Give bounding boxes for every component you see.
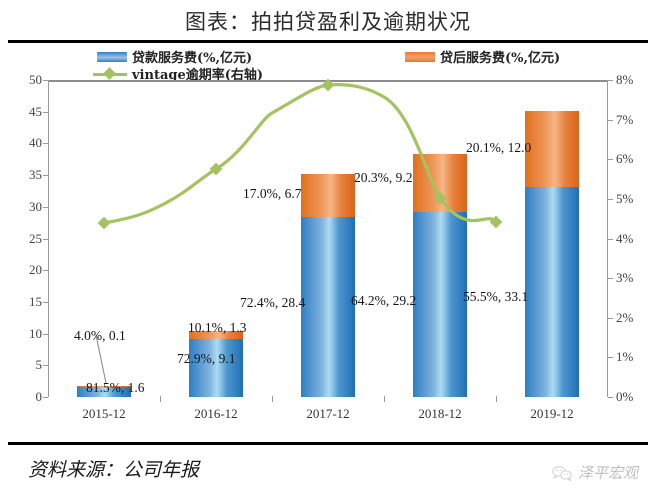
x-tick-label-2017-12: 2017-12 <box>306 406 350 421</box>
y-tick-label-left-20: 20 <box>29 262 42 278</box>
bar-segment-loan-service-fee[interactable] <box>525 187 579 397</box>
bar-segment-post-loan-service-fee[interactable] <box>189 331 243 340</box>
footer-divider <box>8 442 648 445</box>
chart-legend: 贷款服务费(%,亿元) 贷后服务费(%,亿元) vintage逾期率(右轴) <box>0 46 656 83</box>
bar-segment-post-loan-service-fee[interactable] <box>525 111 579 188</box>
data-label-2015-orange: 4.0%, 0.1 <box>74 328 126 343</box>
title-divider-top <box>8 40 648 43</box>
data-label-2018-orange: 20.3%, 9.2 <box>354 170 413 185</box>
y-tick-label-left-45: 45 <box>29 103 42 119</box>
y-tick-label-right-6: 6% <box>616 151 634 167</box>
data-label-leader-line <box>95 334 107 384</box>
bar-segment-loan-service-fee[interactable] <box>77 386 131 397</box>
bar-segment-loan-service-fee[interactable] <box>189 339 243 397</box>
y-tick-label-right-3: 3% <box>616 270 634 286</box>
legend-item-loan-service-fee: 贷款服务费(%,亿元) <box>97 47 252 66</box>
bar-segment-post-loan-service-fee[interactable] <box>301 174 355 217</box>
y-tick-label-left-30: 30 <box>29 198 42 214</box>
data-label-2017-orange: 17.0%, 6.7 <box>243 186 302 201</box>
data-label-2015-blue: 81.5%, 1.6 <box>86 380 145 395</box>
bar-column-2017-12[interactable] <box>301 80 355 397</box>
data-label-2016-blue: 72.9%, 9.1 <box>177 351 236 366</box>
line-series-vintage-overdue-rate <box>97 78 503 230</box>
y-tick-label-left-0: 0 <box>35 389 43 404</box>
x-tick-label-2016-12: 2016-12 <box>194 406 238 421</box>
source-note: 资料来源：公司年报 <box>28 459 200 481</box>
wechat-icon <box>552 465 572 481</box>
y-tick-label-left-15: 15 <box>29 293 42 309</box>
legend-item-post-loan-service-fee: 贷后服务费(%,亿元) <box>405 47 560 66</box>
plot-area: 50 45 40 35 30 25 20 15 10 5 0 8% <box>29 72 633 421</box>
legend-label-post-loan-service-fee: 贷后服务费(%,亿元) <box>440 51 561 66</box>
bar-segment-loan-service-fee[interactable] <box>301 216 355 397</box>
x-tick-label-2015-12: 2015-12 <box>82 406 126 421</box>
y-tick-label-right-4: 4% <box>616 230 634 246</box>
bar-column-2015-12[interactable] <box>77 80 131 397</box>
y-tick-label-left-5: 5 <box>35 357 43 373</box>
x-tick-label-2018-12: 2018-12 <box>418 406 462 421</box>
legend-swatch-orange-icon <box>405 51 435 62</box>
watermark-text: 泽平宏观 <box>577 464 638 482</box>
y-tick-label-left-40: 40 <box>29 135 42 151</box>
x-tick-label-2019-12: 2019-12 <box>530 406 574 421</box>
y-tick-label-right-7: 7% <box>616 111 634 127</box>
page-title: 图表：拍拍贷盈利及逾期状况 <box>185 10 471 34</box>
watermark: 泽平宏观 <box>551 462 638 483</box>
y-tick-label-right-0: 0% <box>616 389 634 404</box>
chart-title-area: 图表：拍拍贷盈利及逾期状况 <box>0 0 656 42</box>
y-tick-label-left-50: 50 <box>29 72 42 87</box>
data-label-2018-blue: 64.2%, 29.2 <box>351 293 417 308</box>
bar-column-2016-12[interactable] <box>189 80 243 397</box>
data-label-2016-orange: 10.1%, 1.3 <box>188 320 247 335</box>
line-series-markers <box>97 78 503 230</box>
bar-segment-post-loan-service-fee[interactable] <box>77 386 131 387</box>
y-tick-label-right-8: 8% <box>616 72 634 87</box>
data-label-2017-blue: 72.4%, 28.4 <box>240 295 306 310</box>
y-axis-right <box>607 80 608 397</box>
data-label-2019-blue: 55.5%, 33.1 <box>463 289 529 304</box>
y-tick-label-left-10: 10 <box>29 325 42 341</box>
y-tick-label-right-2: 2% <box>616 309 634 325</box>
data-label-2019-orange: 20.1%, 12.0 <box>466 140 532 155</box>
y-tick-label-right-1: 1% <box>616 349 634 365</box>
y-tick-label-right-5: 5% <box>616 190 634 206</box>
y-tick-label-left-25: 25 <box>29 230 42 246</box>
legend-swatch-blue-icon <box>97 51 127 62</box>
bar-column-2019-12[interactable] <box>525 80 579 397</box>
y-tick-label-left-35: 35 <box>29 167 42 183</box>
legend-swatch-line-icon <box>93 66 127 80</box>
legend-label-loan-service-fee: 贷款服务费(%,亿元) <box>132 51 253 66</box>
y-axis-left <box>48 80 49 397</box>
bar-segment-loan-service-fee[interactable] <box>413 211 467 397</box>
